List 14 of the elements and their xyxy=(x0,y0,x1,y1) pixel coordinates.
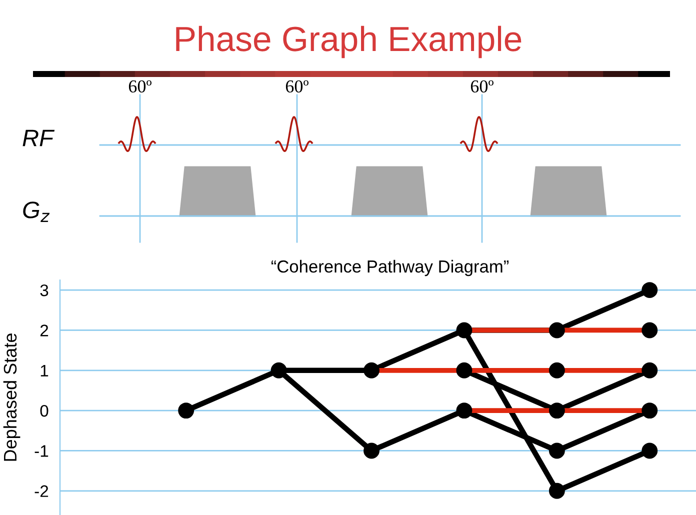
text: RF xyxy=(22,130,55,146)
text: 60º xyxy=(470,80,494,93)
y-tick-label: -2 xyxy=(34,485,48,497)
y-tick-label: 2 xyxy=(40,324,48,336)
y-tick-label: -1 xyxy=(34,445,48,457)
y-axis-title: Dephased State xyxy=(3,334,20,461)
y-tick-label: 1 xyxy=(40,364,48,376)
y-tick-label: 3 xyxy=(40,284,48,296)
chart-title: Phase Graph Example xyxy=(176,26,522,58)
text: G$_{z}$ xyxy=(23,202,50,222)
text: 60º xyxy=(286,80,308,93)
chart-subtitle: “Coherence Pathway Diagram” xyxy=(271,260,509,276)
text: 60º xyxy=(128,80,152,93)
y-tick-label: 0 xyxy=(40,404,48,417)
